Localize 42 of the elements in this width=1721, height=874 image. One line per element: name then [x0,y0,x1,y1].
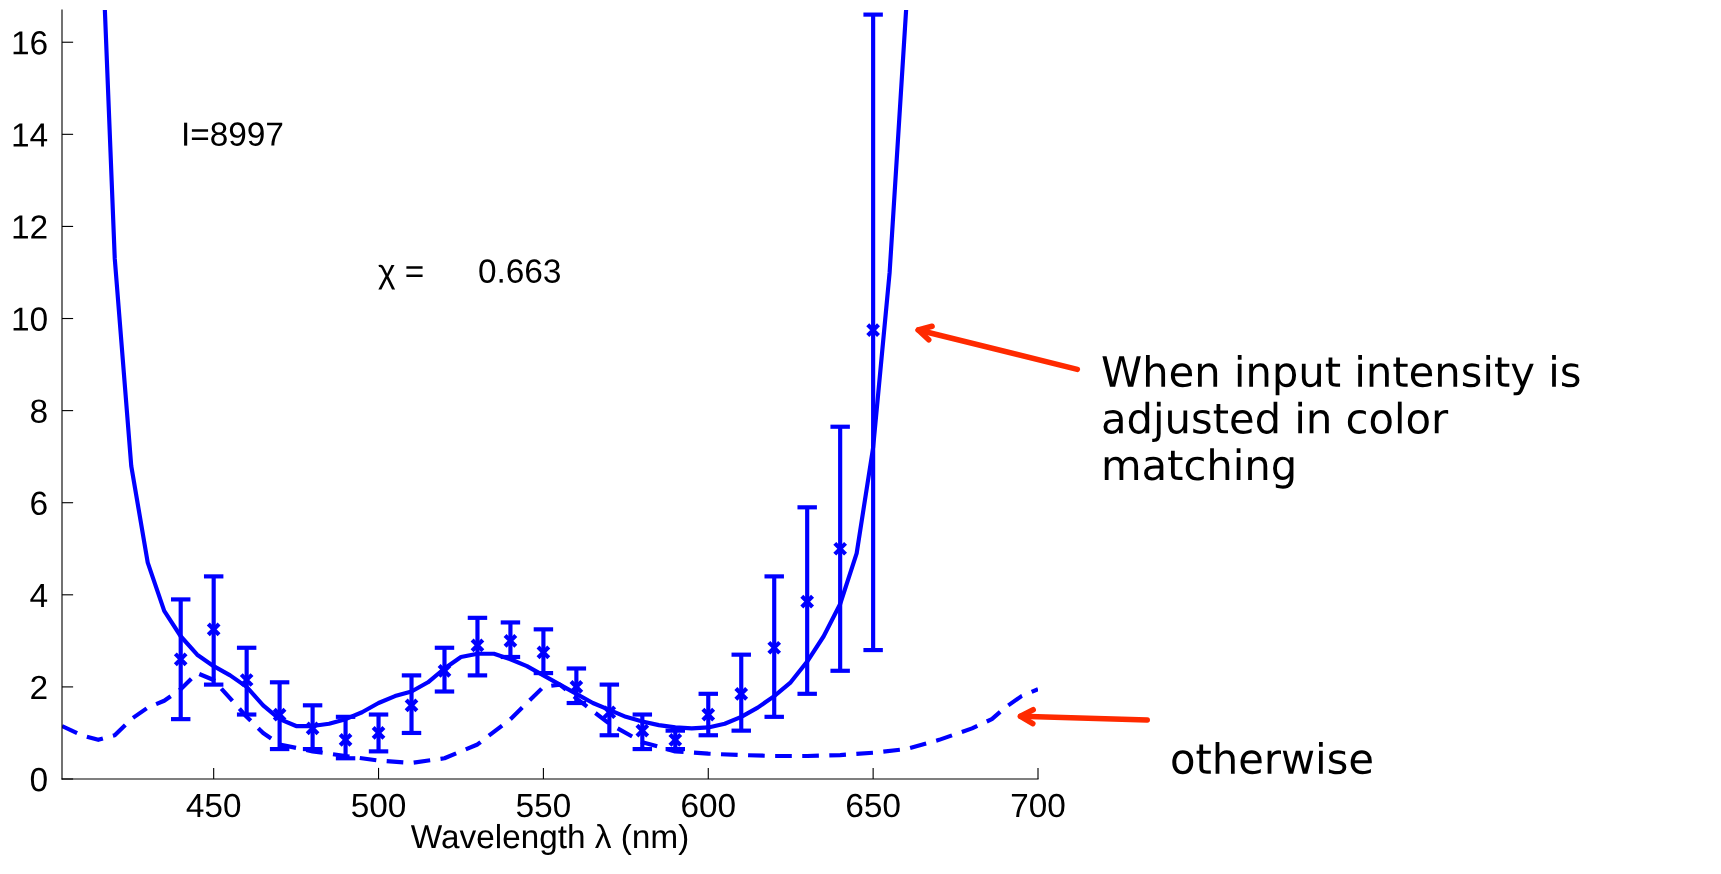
annotation: I=8997 [184,122,283,146]
x-tick-label: 500 [352,793,406,818]
x-tick-label: 450 [186,793,241,818]
point [437,663,452,679]
y-tick-label: 12 [13,215,47,239]
point [865,322,881,338]
point [305,720,321,736]
y-tick-label: 14 [13,123,48,147]
point [173,651,189,667]
y-tick-label: 10 [13,307,47,331]
y-tick-label: 0 [30,767,47,792]
y-tick-label: 8 [31,399,47,424]
point [799,594,815,610]
annotation: 0.663 [479,259,560,283]
x-tick-label: 700 [1011,793,1065,818]
point [535,644,551,660]
x-tick-label: 600 [682,793,735,818]
point [239,672,255,688]
point [404,697,419,713]
point [371,725,387,741]
point [206,621,222,637]
point [469,637,485,653]
point [733,686,749,702]
x-tick-label: 650 [847,793,900,818]
point [700,707,716,722]
y-tick-label: 2 [31,675,47,699]
point [502,633,518,649]
point [832,541,848,557]
point [634,723,650,739]
point [568,679,584,695]
point [601,704,617,720]
x-tick-label: 550 [516,793,570,818]
y-tick-label: 6 [31,491,47,516]
point [766,640,782,656]
text: When input intensity is adjusted in color matching [1102,355,1580,489]
y-tick-label: 16 [13,31,47,55]
text: otherwise [1172,742,1372,775]
y-tick-label: 4 [30,583,48,607]
point [338,732,354,748]
x-axis-title: Wavelength λ (nm) [410,823,688,856]
annotation: χ = [378,264,423,290]
point [272,707,288,722]
